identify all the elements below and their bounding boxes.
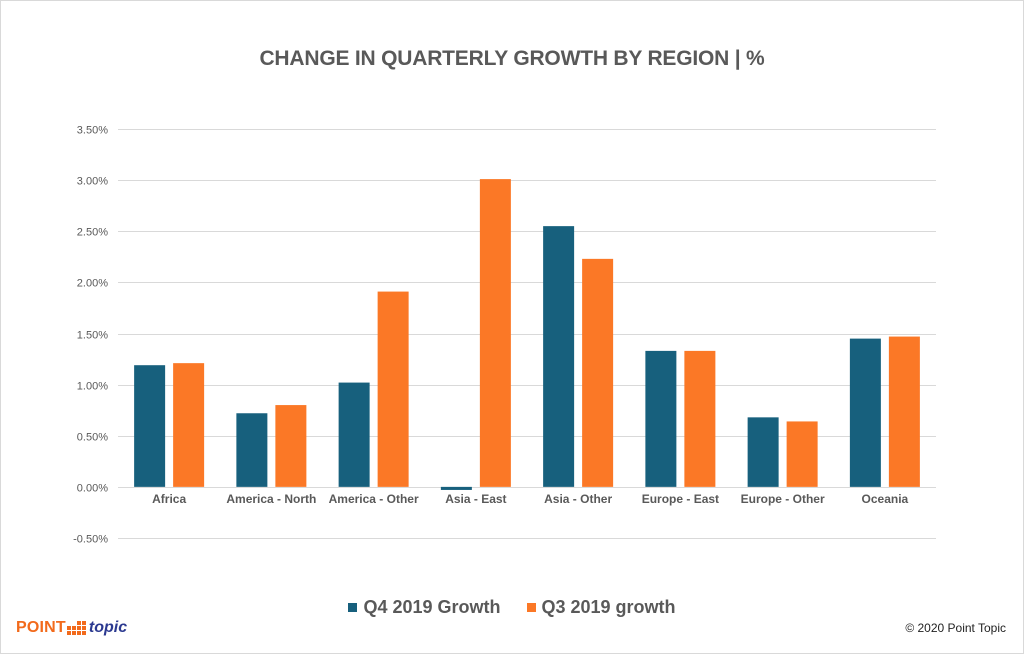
point-topic-logo: POINT topic [16,619,127,637]
legend-label-q4: Q4 2019 Growth [363,597,501,617]
bar-q4-europe-east [645,350,677,487]
logo-topic-text: topic [88,619,128,636]
bar-q4-europe-other [747,417,779,487]
legend-item-q3[interactable]: Q3 2019 growth [526,597,676,618]
category-label: Europe - East [642,492,719,506]
bars [134,179,920,490]
category-label: Oceania [862,492,909,506]
y-tick-label: 1.50% [77,330,108,342]
bar-q3-africa [173,363,205,487]
category-label: Asia - Other [544,492,612,506]
bar-q4-africa [134,365,166,487]
category-label: Africa [152,492,186,506]
bar-q3-asia-other [582,258,614,487]
bar-q3-america-other [377,291,409,487]
legend-swatch-q3 [526,603,536,612]
category-label: America - Other [329,492,419,506]
legend-label-q3: Q3 2019 growth [541,597,676,617]
category-label: Asia - East [445,492,506,506]
x-axis-categories: Africa America - North America - Other Asia… [152,492,908,506]
legend: Q4 2019 Growth Q3 2019 growth [0,597,1024,618]
y-tick-label: 1.00% [77,381,108,393]
bar-q3-america-north [275,405,307,487]
bar-q3-europe-other [786,421,818,487]
y-tick-label: 0.00% [77,483,108,495]
y-tick-label: -0.50% [73,534,108,546]
category-label: Europe - Other [741,492,825,506]
copyright-notice: © 2020 Point Topic [905,621,1006,635]
y-axis-ticks: -0.50% 0.00% 0.50% 1.00% 1.50% 2.00% 2.50% 3.00… [73,125,108,546]
category-label: America - North [226,492,316,506]
y-tick-label: 2.50% [77,227,108,239]
chart-title: CHANGE IN QUARTERLY GROWTH BY REGION | % [259,47,765,70]
bar-q3-asia-east [479,179,511,487]
bar-q4-asia-other [543,226,575,487]
bar-q4-oceania [849,338,881,487]
y-tick-label: 3.50% [77,125,108,137]
bar-q3-europe-east [684,350,716,487]
legend-item-q4[interactable]: Q4 2019 Growth [348,597,501,618]
gridlines [118,129,936,539]
bar-q3-oceania [888,336,920,487]
bar-q4-asia-east [440,486,472,490]
y-tick-label: 0.50% [77,432,108,444]
logo-grid-icon [66,621,86,635]
legend-swatch-q4 [348,603,358,612]
bar-q4-america-north [236,413,268,487]
bar-q4-america-other [338,382,370,487]
logo-point-text: POINT [16,619,66,636]
y-tick-label: 2.00% [77,278,108,290]
y-tick-label: 3.00% [77,176,108,188]
